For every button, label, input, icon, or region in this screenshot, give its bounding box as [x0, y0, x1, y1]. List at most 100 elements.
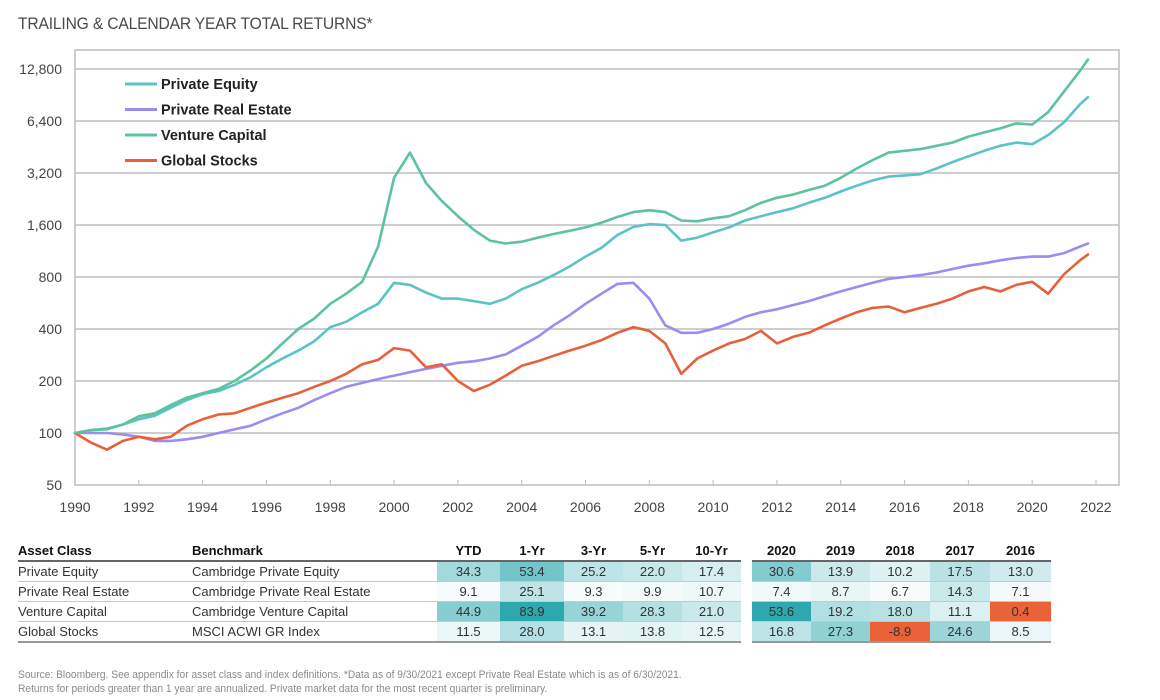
series-line-global-stocks — [73, 253, 1090, 452]
return-cell-3-yr: 39.2 — [564, 601, 623, 622]
header-asset-class: Asset Class — [18, 541, 192, 562]
return-cell-10-yr: 21.0 — [682, 601, 741, 622]
header-2019: 2019 — [811, 541, 870, 562]
benchmark-cell: Cambridge Private Equity — [192, 561, 437, 582]
legend: Private Equity Private Real Estate Venture… — [125, 77, 292, 170]
x-tick-label: 1998 — [315, 499, 346, 515]
return-cell-3-yr: 9.3 — [564, 581, 623, 602]
return-cell-1-yr: 83.9 — [500, 601, 564, 622]
return-cell-2018: -8.9 — [870, 621, 930, 643]
return-cell-10-yr: 10.7 — [682, 581, 741, 602]
return-cell-5-yr: 9.9 — [623, 581, 682, 602]
return-cell-2016: 7.1 — [990, 581, 1051, 602]
return-cell-2017: 17.5 — [930, 561, 990, 582]
return-cell-2017: 14.3 — [930, 581, 990, 602]
y-tick-label: 400 — [39, 321, 63, 337]
table-gap — [741, 541, 752, 561]
x-tick-label: 2004 — [506, 499, 537, 515]
table-gap — [741, 602, 752, 622]
x-tick-label: 2018 — [953, 499, 984, 515]
asset-class-cell: Global Stocks — [18, 621, 192, 643]
return-cell-5-yr: 28.3 — [623, 601, 682, 622]
x-tick-label: 2000 — [378, 499, 409, 515]
table-row: Venture Capital Cambridge Venture Capital… — [18, 601, 1051, 622]
y-tick-label: 6,400 — [27, 113, 62, 129]
header-5yr: 5-Yr — [623, 541, 682, 562]
footnote-line-1: Source: Bloomberg. See appendix for asse… — [18, 669, 682, 681]
asset-class-cell: Private Equity — [18, 561, 192, 582]
return-cell-ytd: 44.9 — [437, 601, 500, 622]
return-cell-1-yr: 28.0 — [500, 621, 564, 643]
table-gap — [741, 561, 752, 582]
x-tick-label: 2022 — [1080, 499, 1111, 515]
y-tick-label: 50 — [46, 477, 62, 493]
header-1yr: 1-Yr — [500, 541, 564, 562]
x-tick-label: 1996 — [251, 499, 282, 515]
return-cell-ytd: 11.5 — [437, 621, 500, 643]
return-cell-2020: 7.4 — [752, 581, 811, 602]
chart-title: TRAILING & CALENDAR YEAR TOTAL RETURNS* — [18, 14, 373, 33]
asset-class-cell: Venture Capital — [18, 601, 192, 622]
return-cell-3-yr: 13.1 — [564, 621, 623, 643]
header-benchmark: Benchmark — [192, 541, 437, 562]
y-tick-label: 12,800 — [19, 61, 62, 77]
line-chart: 50 100 200 400 800 1,600 3,200 6,400 12,800 1990 1… — [19, 49, 1120, 515]
return-cell-10-yr: 17.4 — [682, 561, 741, 582]
return-cell-2018: 18.0 — [870, 601, 930, 622]
y-tick-label: 3,200 — [27, 165, 62, 181]
x-tick-label: 1992 — [123, 499, 154, 515]
benchmark-cell: MSCI ACWI GR Index — [192, 621, 437, 643]
x-tick-label: 2010 — [698, 499, 729, 515]
footnote-line-2: Returns for periods greater than 1 year … — [18, 683, 548, 695]
table-gap — [741, 622, 752, 643]
series-line-private-real-estate — [73, 242, 1090, 443]
return-cell-2019: 8.7 — [811, 581, 870, 602]
header-2020: 2020 — [752, 541, 811, 562]
plot-frame — [74, 49, 1120, 486]
x-tick-label: 2002 — [442, 499, 473, 515]
legend-label: Global Stocks — [161, 154, 258, 170]
y-tick-label: 1,600 — [27, 217, 62, 233]
return-cell-10-yr: 12.5 — [682, 621, 741, 643]
x-tick-label: 2008 — [634, 499, 665, 515]
legend-label: Private Real Estate — [161, 103, 292, 119]
y-tick-label: 100 — [39, 425, 63, 441]
axes: 50 100 200 400 800 1,600 3,200 6,400 12,800 1990 1… — [19, 49, 1120, 515]
x-tick-label: 2012 — [761, 499, 792, 515]
return-cell-2016: 0.4 — [990, 601, 1051, 622]
table-row: Private Equity Cambridge Private Equity 34… — [18, 561, 1051, 582]
return-cell-2017: 11.1 — [930, 601, 990, 622]
x-tick-label: 1994 — [187, 499, 218, 515]
header-ytd: YTD — [437, 541, 500, 562]
x-tick-label: 2016 — [889, 499, 920, 515]
return-cell-5-yr: 13.8 — [623, 621, 682, 643]
header-2018: 2018 — [870, 541, 930, 562]
table-row: Private Real Estate Cambridge Private Rea… — [18, 581, 1051, 602]
return-cell-ytd: 9.1 — [437, 581, 500, 602]
legend-label: Private Equity — [161, 77, 258, 93]
return-cell-ytd: 34.3 — [437, 561, 500, 582]
table-header-row: Asset Class Benchmark YTD 1-Yr 3-Yr 5-Yr… — [18, 541, 1051, 562]
return-cell-2020: 30.6 — [752, 561, 811, 582]
benchmark-cell: Cambridge Private Real Estate — [192, 581, 437, 602]
return-cell-2018: 10.2 — [870, 561, 930, 582]
x-tick-label: 2006 — [570, 499, 601, 515]
header-2016: 2016 — [990, 541, 1051, 562]
return-cell-2019: 27.3 — [811, 621, 870, 643]
header-2017: 2017 — [930, 541, 990, 562]
return-cell-2019: 13.9 — [811, 561, 870, 582]
y-tick-label: 800 — [39, 269, 63, 285]
x-tick-label: 2014 — [825, 499, 856, 515]
return-cell-3-yr: 25.2 — [564, 561, 623, 582]
x-tick-label: 1990 — [59, 499, 90, 515]
x-tick-label: 2020 — [1017, 499, 1048, 515]
return-cell-2016: 8.5 — [990, 621, 1051, 643]
footnote: Source: Bloomberg. See appendix for asse… — [18, 668, 682, 696]
series-line-private-equity — [73, 95, 1090, 435]
return-cell-5-yr: 22.0 — [623, 561, 682, 582]
header-10yr: 10-Yr — [682, 541, 741, 562]
header-3yr: 3-Yr — [564, 541, 623, 562]
y-tick-label: 200 — [39, 373, 63, 389]
benchmark-cell: Cambridge Venture Capital — [192, 601, 437, 622]
series-lines — [73, 58, 1090, 452]
